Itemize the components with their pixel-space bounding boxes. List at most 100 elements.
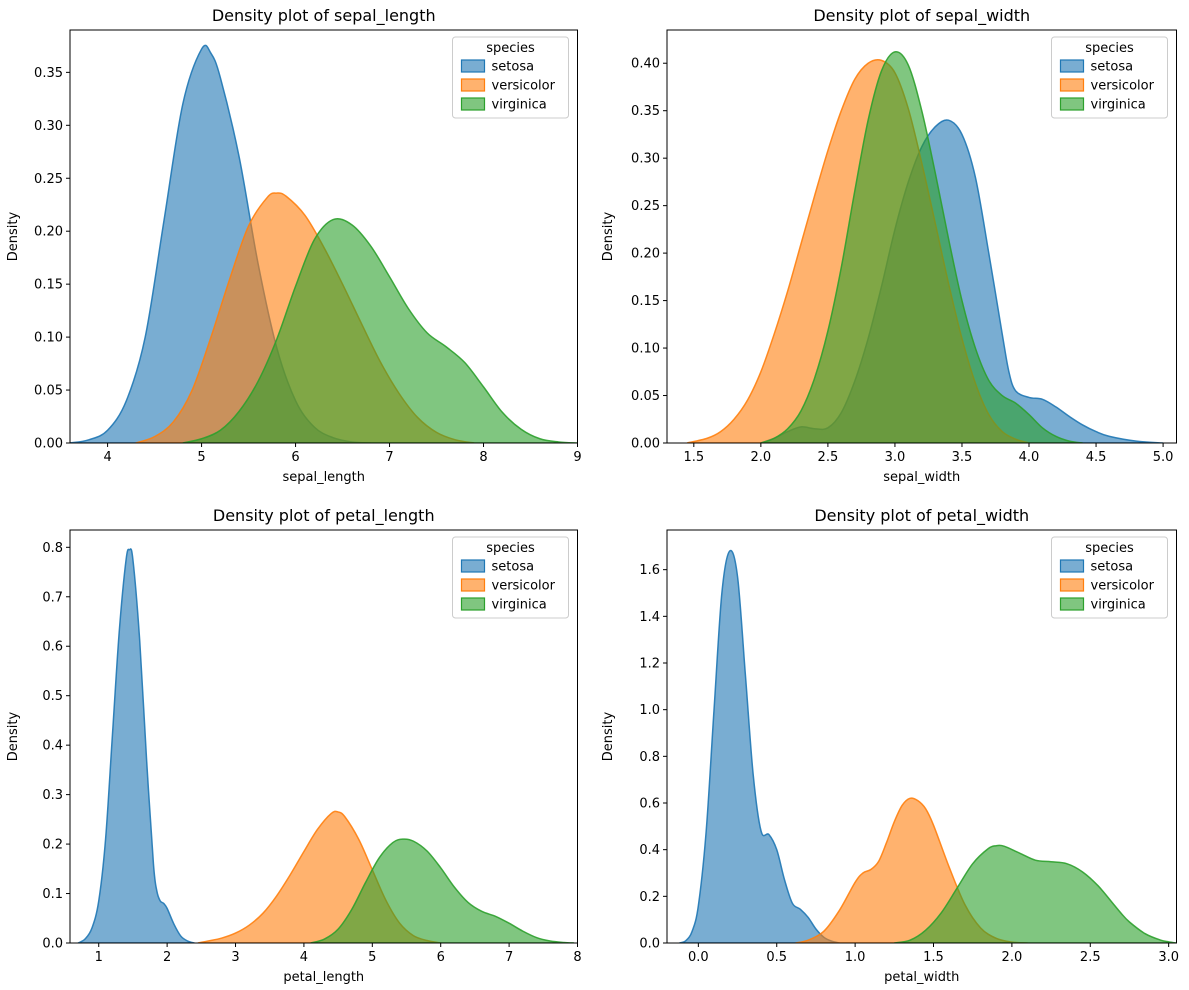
density-plot-sepal-length: 4 5 6 7 8 9 0.00 0.05 0.10 0.15 0.20 0.25 0.30 0.35 De… [6,6,582,485]
y-tick-label: 0.00 [34,437,63,452]
y-tick-label: 0.05 [631,389,660,404]
y-tick-label: 0.7 [42,590,63,605]
y-tick-label: 1.0 [639,703,660,718]
x-tick-label: 3.5 [951,450,972,465]
y-tick-label: 0.2 [639,890,660,905]
legend-entry-label: versicolor [1090,579,1154,594]
legend-patch-setosa [1059,559,1084,573]
legend-title: species [1085,541,1134,556]
legend-patch-versicolor [460,78,486,92]
plot-title: Density plot of sepal_length [212,6,436,26]
legend-entry-label: virginica [1090,98,1145,113]
y-tick-label: 0.0 [42,937,63,952]
x-tick-label: 0.0 [688,950,709,965]
legend-entry-label: setosa [492,560,535,575]
legend-entry-label: versicolor [492,79,556,94]
density-plot-petal-length: 1 2 3 4 5 6 7 8 0.0 0.1 0.2 0.3 0.4 0.5 0.6 0.7 0.8 Densi… [6,506,582,985]
x-axis-label: petal_length [283,970,364,985]
y-tick-label: 1.6 [639,563,660,578]
legend-entry-label: virginica [492,598,547,613]
kde-area-setosa [76,548,195,943]
y-tick-label: 0.6 [42,640,63,655]
x-tick-label: 7 [385,450,393,465]
y-tick-label: 0.5 [42,689,63,704]
x-tick-label: 1.0 [844,950,865,965]
y-tick-label: 0.35 [34,66,63,81]
y-tick-label: 0.10 [631,342,660,357]
x-tick-label: 5 [368,950,376,965]
plot-title: Density plot of sepal_width [813,6,1030,26]
legend-patch-versicolor [1059,578,1084,592]
x-tick-label: 1.5 [923,950,944,965]
legend-entry-label: virginica [492,98,547,113]
x-tick-label: 7 [505,950,513,965]
legend-patch-virginica [1059,97,1084,111]
y-tick-label: 0.2 [42,838,63,853]
y-axis-label: Density [601,711,616,761]
legend-patch-setosa [1059,59,1084,73]
x-tick-label: 5 [197,450,205,465]
x-tick-label: 5.0 [1152,450,1173,465]
y-tick-label: 0.0 [639,937,660,952]
y-tick-label: 0.20 [631,247,660,262]
kde-area-virginica [182,217,578,443]
y-tick-label: 1.2 [639,657,660,672]
x-tick-label: 2.5 [1079,950,1100,965]
axes-frame [666,529,1177,944]
legend-entry-label: versicolor [492,579,556,594]
kde-areas [686,50,1163,443]
legend-patch-setosa [460,559,486,573]
kde-areas [678,549,1176,943]
legend-title: species [486,41,535,56]
legend-patch-versicolor [460,578,486,592]
kde-area-setosa [678,549,840,943]
legend-entry-label: setosa [1090,560,1133,575]
density-plot-sepal-width: 1.5 2.0 2.5 3.0 3.5 4.0 4.5 5.0 0.00 0.05 0.10 0.15… [601,6,1177,485]
legend-entry-label: versicolor [1090,79,1154,94]
plot-title: Density plot of petal_width [814,506,1029,526]
x-tick-label: 3 [231,950,239,965]
y-tick-label: 0.8 [42,541,63,556]
y-tick-label: 0.3 [42,788,63,803]
y-tick-label: 0.6 [639,797,660,812]
x-tick-label: 3.0 [1158,950,1179,965]
legend-patch-setosa [460,59,486,73]
y-tick-label: 0.15 [34,278,63,293]
x-tick-label: 6 [437,950,445,965]
kde-area-virginica [893,844,1176,943]
y-tick-label: 0.15 [631,294,660,309]
y-tick-label: 0.30 [34,119,63,134]
subplot-petal-width: 0.0 0.5 1.0 1.5 2.0 2.5 3.0 0.0 0.2 0.4 0.6 0.8 1.0 1… [595,495,1189,990]
subplot-sepal-length: 4 5 6 7 8 9 0.00 0.05 0.10 0.15 0.20 0.25 0.30 0.35 De… [0,0,595,495]
y-tick-label: 0.40 [631,57,660,72]
legend-title: species [1085,41,1134,56]
x-tick-label: 3.0 [884,450,905,465]
y-axis-label: Density [601,211,616,261]
x-axis-label: petal_width [884,970,959,985]
y-tick-label: 0.25 [34,172,63,187]
plot-title: Density plot of petal_length [213,506,435,526]
x-tick-label: 2.0 [750,450,771,465]
y-tick-label: 0.1 [42,887,63,902]
legend-title: species [486,541,535,556]
y-tick-label: 0.30 [631,152,660,167]
legend-entry-label: setosa [492,60,535,75]
x-tick-label: 9 [573,450,581,465]
legend-entry-label: setosa [1090,60,1133,75]
kde-areas [76,548,575,943]
x-tick-label: 6 [291,450,299,465]
y-axis-label: Density [6,211,21,261]
density-plot-petal-width: 0.0 0.5 1.0 1.5 2.0 2.5 3.0 0.0 0.2 0.4 0.6 0.8 1.0 1… [601,506,1179,985]
y-axis-label: Density [6,711,21,761]
y-tick-label: 0.20 [34,225,63,240]
x-tick-label: 0.5 [766,950,787,965]
y-tick-label: 0.25 [631,199,660,214]
y-tick-label: 0.35 [631,104,660,119]
y-tick-label: 0.4 [639,843,660,858]
x-tick-label: 1 [95,950,103,965]
y-tick-label: 0.4 [42,739,63,754]
x-tick-label: 8 [479,450,487,465]
axes-frame [69,29,578,444]
legend-patch-versicolor [1059,78,1084,92]
